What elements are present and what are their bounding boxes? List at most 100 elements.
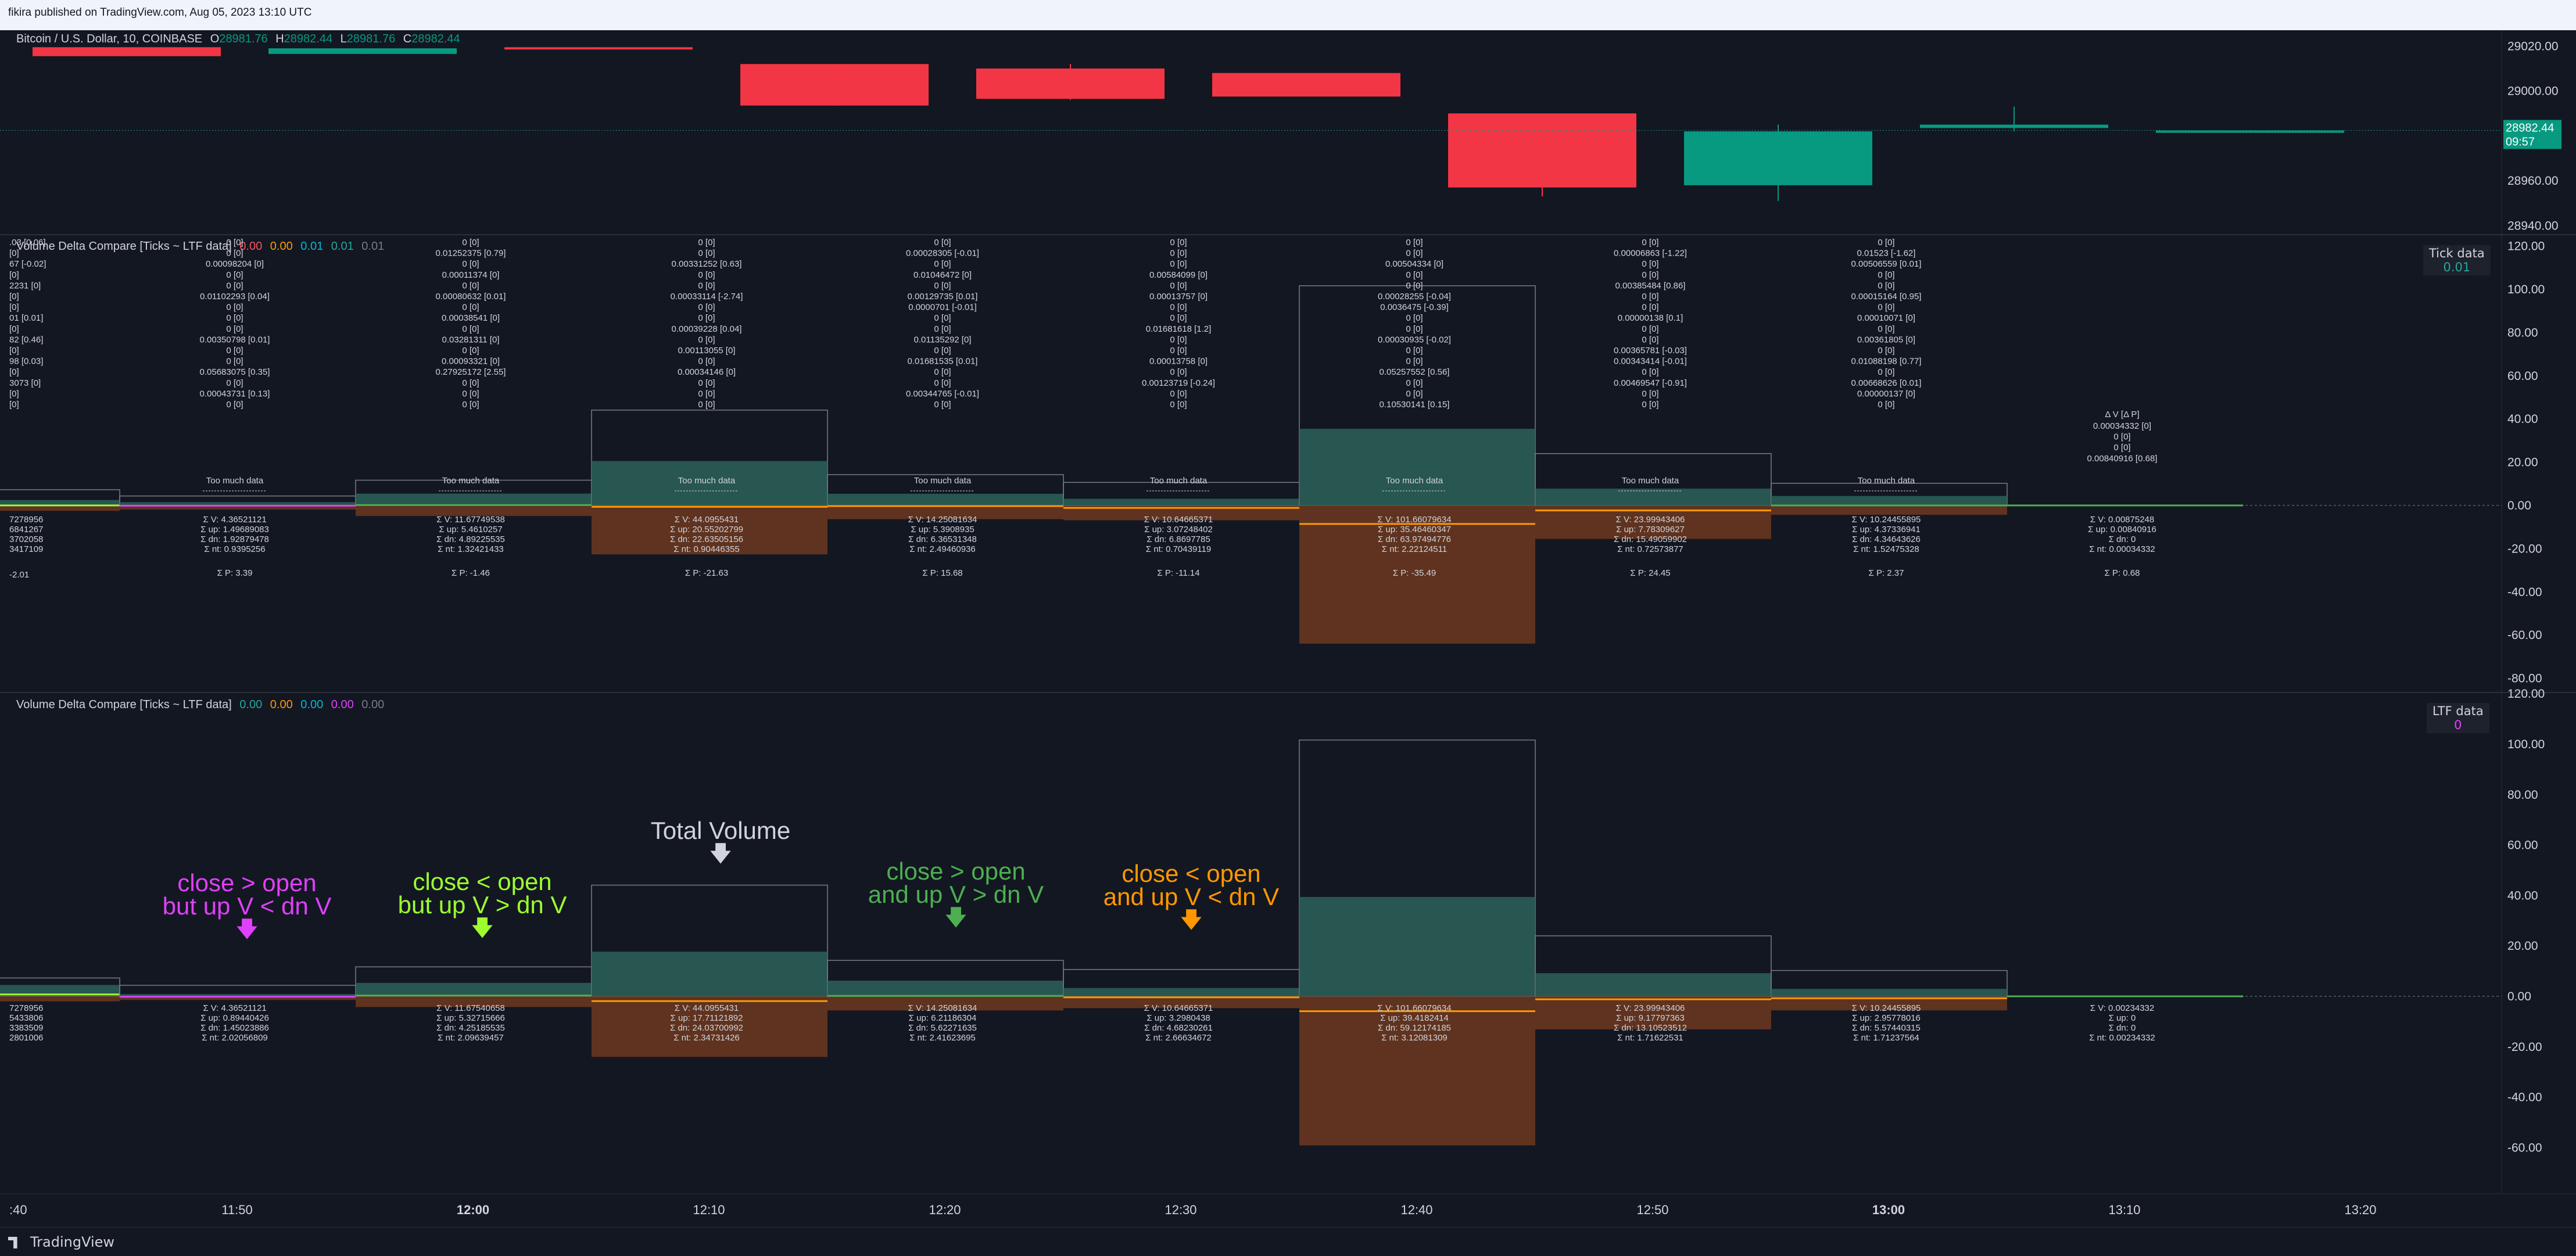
summary-price-change: Σ P: 3.39 xyxy=(217,568,253,578)
tick-list-line: [0] xyxy=(9,324,19,334)
delta-header: Δ V [Δ P] xyxy=(2105,410,2139,419)
tick-list-line: [0] xyxy=(9,400,19,410)
up-volume-bar xyxy=(1771,989,2007,996)
summary-line: Σ dn: 4.89225535 xyxy=(436,534,505,544)
tick-list-line: 0 [0] xyxy=(1878,281,1894,290)
tick-list-line: 0 [0] xyxy=(698,357,715,367)
tick-list-line: .03 [0.06] xyxy=(9,238,46,247)
summary-line: Σ V: 101.66079634 xyxy=(1377,1003,1451,1013)
tick-list-line: 0.00343414 [-0.01] xyxy=(1614,357,1687,367)
tick-list-line: 0 [0] xyxy=(1170,335,1187,344)
summary-line: Σ up: 3.2980438 xyxy=(1147,1013,1210,1023)
too-much-data-label: Too much data xyxy=(678,476,736,486)
summary-line: Σ V: 4.36521121 xyxy=(203,1003,266,1013)
summary-line: 7278956 xyxy=(9,1003,43,1013)
up-volume-bar xyxy=(827,981,1063,996)
up-volume-bar xyxy=(827,494,1063,505)
summary-line: Σ dn: 6.8697785 xyxy=(1147,534,1210,544)
tick-list-line: 0 [0] xyxy=(226,324,243,334)
time-axis-label: 13:10 xyxy=(2108,1203,2140,1217)
too-much-data-label: Too much data xyxy=(914,476,972,486)
too-much-data-label: Too much data xyxy=(1386,476,1443,486)
tick-list-line: 0.00015164 [0.95] xyxy=(1851,292,1922,302)
tick-list-line: 98 [0.03] xyxy=(9,357,43,367)
tick-list-line: 0 [0] xyxy=(698,303,715,313)
tick-list-line: 0 [0] xyxy=(934,378,951,388)
volume-axis-tick: 100.00 xyxy=(2507,738,2545,751)
summary-line: Σ dn: 22.63505156 xyxy=(670,534,743,544)
tick-list-line: 0 [0] xyxy=(1406,378,1423,388)
summary-line: Σ dn: 0 xyxy=(2109,1023,2136,1033)
volume-axis-tick: 80.00 xyxy=(2507,326,2538,339)
chart-canvas[interactable]: 29020.0029000.0028980.0028960.0028940.00… xyxy=(0,0,2576,1227)
tick-list-line: 0.00331252 [0.63] xyxy=(672,259,742,269)
summary-line: Σ up: 5.4610257 xyxy=(439,525,502,534)
summary-line: Σ nt: 3.12081309 xyxy=(1381,1033,1448,1043)
candle-body xyxy=(2156,131,2344,133)
tick-list-line: 0 [0] xyxy=(698,249,715,259)
tick-list-line: 0 [0] xyxy=(1170,389,1187,399)
tick-list-line: 0 [0] xyxy=(1642,259,1658,269)
volume-axis-tick: -80.00 xyxy=(2507,672,2542,686)
tick-list-line: 0 [0] xyxy=(1170,303,1187,313)
tick-list-line: 0 [0] xyxy=(1642,324,1658,334)
tick-list-line: 0 [0] xyxy=(2113,443,2130,453)
tick-list-line: 0.00039228 [0.04] xyxy=(672,324,742,334)
candle-body xyxy=(1448,113,1636,188)
tick-list-line: 0 [0] xyxy=(462,378,479,388)
tick-list-line: 0 [0] xyxy=(2113,432,2130,442)
tick-list-line: 0 [0] xyxy=(226,238,243,247)
summary-line: Σ nt: 2.49460936 xyxy=(909,544,976,554)
time-axis-label: 12:10 xyxy=(693,1203,725,1217)
tick-list-line: 0.00385484 [0.86] xyxy=(1615,281,1686,290)
tick-list-line: 0 [0] xyxy=(1642,238,1658,247)
summary-line: Σ dn: 1.45023886 xyxy=(200,1023,269,1033)
summary-line: Σ dn: 24.03700992 xyxy=(670,1023,743,1033)
summary-line: Σ dn: 5.62271635 xyxy=(908,1023,977,1033)
time-axis-label: 12:40 xyxy=(1400,1203,1432,1217)
summary-line: Σ V: 0.00875248 xyxy=(2090,515,2154,525)
tick-list-line: 0 [0] xyxy=(698,335,715,344)
tick-list-line: 0 [0] xyxy=(1170,367,1187,377)
tick-list-line: [0] xyxy=(9,249,19,259)
summary-line: Σ nt: 1.71622531 xyxy=(1617,1033,1683,1043)
too-much-data-label: Too much data xyxy=(206,476,264,486)
tick-list-line: 0 [0] xyxy=(462,238,479,247)
tick-list-line: 0 [0] xyxy=(698,270,715,280)
price-axis-tick: 28960.00 xyxy=(2507,174,2559,188)
candle-body xyxy=(740,64,929,105)
summary-line: Σ up: 6.21186304 xyxy=(909,1013,977,1023)
tick-list-line: 0 [0] xyxy=(934,238,951,247)
summary-price-change: -2.01 xyxy=(9,570,29,580)
up-volume-bar xyxy=(1299,429,1535,505)
tick-list-line: 01 [0.01] xyxy=(9,313,43,323)
summary-line: Σ nt: 0.70439119 xyxy=(1146,544,1211,554)
tick-list-line: 0.00006863 [-1.22] xyxy=(1614,249,1687,259)
volume-axis-tick: 80.00 xyxy=(2507,788,2538,802)
summary-line: Σ V: 10.24455895 xyxy=(1852,1003,1921,1013)
up-volume-bar xyxy=(356,983,592,996)
summary-price-change: Σ P: 2.37 xyxy=(1869,568,1904,578)
tick-list-line: 0.27925172 [2.55] xyxy=(436,367,506,377)
tick-list-line: 0.01088198 [0.77] xyxy=(1851,357,1922,367)
summary-line: Σ nt: 0.9395256 xyxy=(204,544,265,554)
summary-price-change: Σ P: 24.45 xyxy=(1630,568,1670,578)
summary-line: 6841267 xyxy=(9,525,43,534)
summary-line: Σ up: 4.37336941 xyxy=(1852,525,1921,534)
volume-axis-tick: 0.00 xyxy=(2507,499,2531,512)
tick-list-line: 0 [0] xyxy=(1406,346,1423,356)
time-axis-label: 13:20 xyxy=(2344,1203,2376,1217)
time-axis-label: 12:50 xyxy=(1636,1203,1668,1217)
down-volume-bar xyxy=(1771,505,2007,515)
tick-list-line: [0] xyxy=(9,389,19,399)
candle-body xyxy=(1212,73,1400,97)
summary-line: Σ up: 2.95778016 xyxy=(1852,1013,1921,1023)
tick-list-line: 0.00098204 [0] xyxy=(206,259,264,269)
tick-list-line: 0 [0] xyxy=(698,389,715,399)
tick-list-line: 0.00000138 [0.1] xyxy=(1618,313,1683,323)
tick-list-line: 0.01252375 [0.79] xyxy=(436,249,506,259)
tick-list-line: 0.00840916 [0.68] xyxy=(2087,454,2158,464)
tick-list-line: 0.00584099 [0] xyxy=(1149,270,1208,280)
summary-line: Σ V: 23.99943406 xyxy=(1616,515,1685,525)
volume-axis-tick: -40.00 xyxy=(2507,1091,2542,1104)
